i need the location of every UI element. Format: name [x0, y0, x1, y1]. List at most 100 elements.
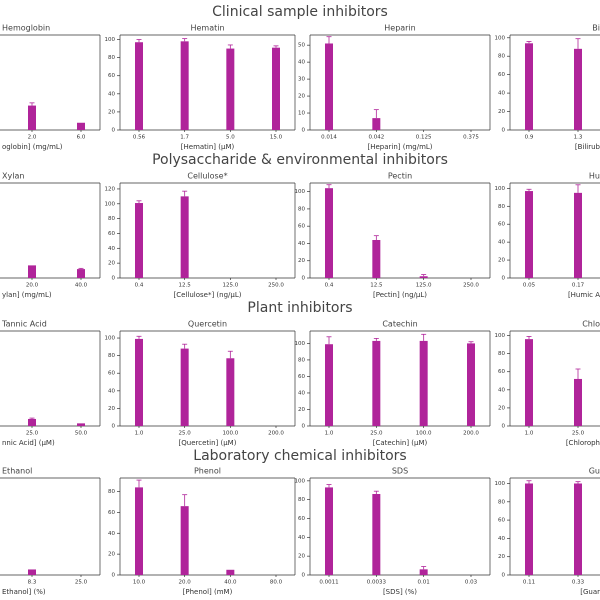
- bar: [467, 343, 475, 426]
- bar: [28, 418, 36, 426]
- x-tick-label: 100.0: [416, 431, 432, 437]
- y-tick-label: 30: [298, 77, 305, 83]
- bar: [226, 569, 235, 575]
- y-tick-label: 0: [112, 424, 116, 430]
- bar: [180, 41, 189, 131]
- panel-title: Ethanol: [2, 467, 32, 476]
- y-tick-label: 60: [298, 224, 305, 230]
- y-tick-label: 120: [105, 186, 116, 192]
- y-tick-label: 60: [298, 374, 305, 380]
- bar: [574, 48, 582, 131]
- x-tick-label: 125.0: [222, 283, 238, 289]
- error-bar: [29, 102, 35, 106]
- y-tick-label: 40: [298, 241, 305, 247]
- bar: [419, 276, 428, 278]
- bar: [372, 340, 381, 426]
- y-tick-label: 20: [298, 554, 305, 560]
- error-bar: [136, 335, 142, 339]
- y-tick-label: 100: [495, 35, 506, 41]
- y-tick-label: 20: [498, 405, 505, 411]
- y-tick-label: 0: [302, 276, 306, 282]
- x-tick-label: 0.33: [572, 580, 585, 586]
- y-tick-label: 0: [112, 573, 116, 579]
- bar: [77, 122, 85, 130]
- error-bar: [575, 481, 581, 484]
- y-tick-label: 20: [498, 258, 505, 264]
- y-tick-label: 100: [495, 186, 506, 192]
- x-tick-label: 2.0: [28, 135, 37, 141]
- y-tick-label: 100: [295, 341, 306, 347]
- x-axis-label: [Cellulose*] (ng/µL): [174, 291, 242, 299]
- x-tick-label: 250.0: [268, 283, 284, 289]
- x-tick-label: 0.042: [368, 135, 384, 141]
- x-axis-label: [Bilirub: [575, 143, 600, 151]
- x-axis-label: [Hematin] (µM): [181, 143, 235, 151]
- bar: [135, 338, 143, 426]
- y-tick-label: 100: [105, 201, 116, 207]
- x-axis-label: [Guar: [580, 588, 600, 596]
- y-tick-label: 20: [298, 258, 305, 264]
- bar: [28, 569, 36, 575]
- error-bar: [526, 188, 532, 192]
- y-tick-label: 0: [502, 128, 506, 134]
- y-tick-label: 60: [498, 72, 505, 78]
- section-title: Polysaccharide & environmental inhibitor…: [152, 152, 448, 168]
- y-tick-label: 20: [298, 94, 305, 100]
- y-tick-label: 60: [108, 510, 115, 516]
- error-bar: [227, 350, 233, 359]
- error-bar: [373, 235, 379, 240]
- bar: [77, 423, 85, 426]
- x-tick-label: 1.3: [574, 135, 583, 141]
- y-tick-label: 40: [108, 91, 115, 97]
- x-tick-label: 1.0: [325, 431, 334, 437]
- y-tick-label: 0: [502, 573, 506, 579]
- panel-title: Xylan: [2, 172, 24, 181]
- x-tick-label: 1.0: [525, 431, 534, 437]
- x-axis-label: [Phenol] (mM): [183, 588, 233, 596]
- y-tick-label: 0: [302, 573, 306, 579]
- y-tick-label: 40: [298, 535, 305, 541]
- y-tick-label: 20: [108, 406, 115, 412]
- bar: [226, 48, 235, 131]
- x-tick-label: 8.3: [28, 580, 37, 586]
- bar: [272, 47, 280, 130]
- x-tick-label: 15.0: [270, 135, 283, 141]
- x-axis-label: ylan] (mg/mL): [2, 291, 52, 299]
- y-tick-label: 50: [298, 43, 305, 49]
- y-tick-label: 80: [298, 357, 305, 363]
- error-bar: [326, 184, 332, 189]
- y-tick-label: 0: [302, 128, 306, 134]
- bar: [574, 378, 582, 426]
- x-tick-label: 0.05: [523, 283, 536, 289]
- x-axis-label: [Quercetin] (µM): [179, 439, 237, 447]
- x-tick-label: 25.0: [75, 580, 88, 586]
- error-bar: [136, 39, 142, 43]
- x-tick-label: 1.0: [135, 431, 144, 437]
- y-tick-label: 20: [298, 407, 305, 413]
- bar: [180, 506, 189, 575]
- y-tick-label: 40: [108, 246, 115, 252]
- y-tick-label: 80: [498, 204, 505, 210]
- error-bar: [182, 343, 188, 349]
- y-tick-label: 60: [108, 231, 115, 237]
- error-bar: [468, 341, 474, 344]
- y-tick-label: 60: [498, 369, 505, 375]
- panel-title: Hu: [589, 172, 600, 181]
- x-axis-label: [Catechin] (µM): [373, 439, 428, 447]
- error-bar: [575, 184, 581, 193]
- y-tick-label: 40: [498, 387, 505, 393]
- y-tick-label: 0: [502, 424, 506, 430]
- error-bar: [227, 44, 233, 49]
- error-bar: [526, 41, 532, 44]
- bar: [525, 191, 533, 278]
- x-tick-label: 40.0: [224, 580, 237, 586]
- bar: [372, 494, 381, 575]
- error-bar: [182, 190, 188, 197]
- panel-title: Hemoglobin: [2, 24, 50, 33]
- x-tick-label: 0.56: [133, 135, 146, 141]
- error-bar: [526, 336, 532, 340]
- y-tick-label: 40: [108, 388, 115, 394]
- y-tick-label: 60: [108, 371, 115, 377]
- bar: [135, 487, 143, 575]
